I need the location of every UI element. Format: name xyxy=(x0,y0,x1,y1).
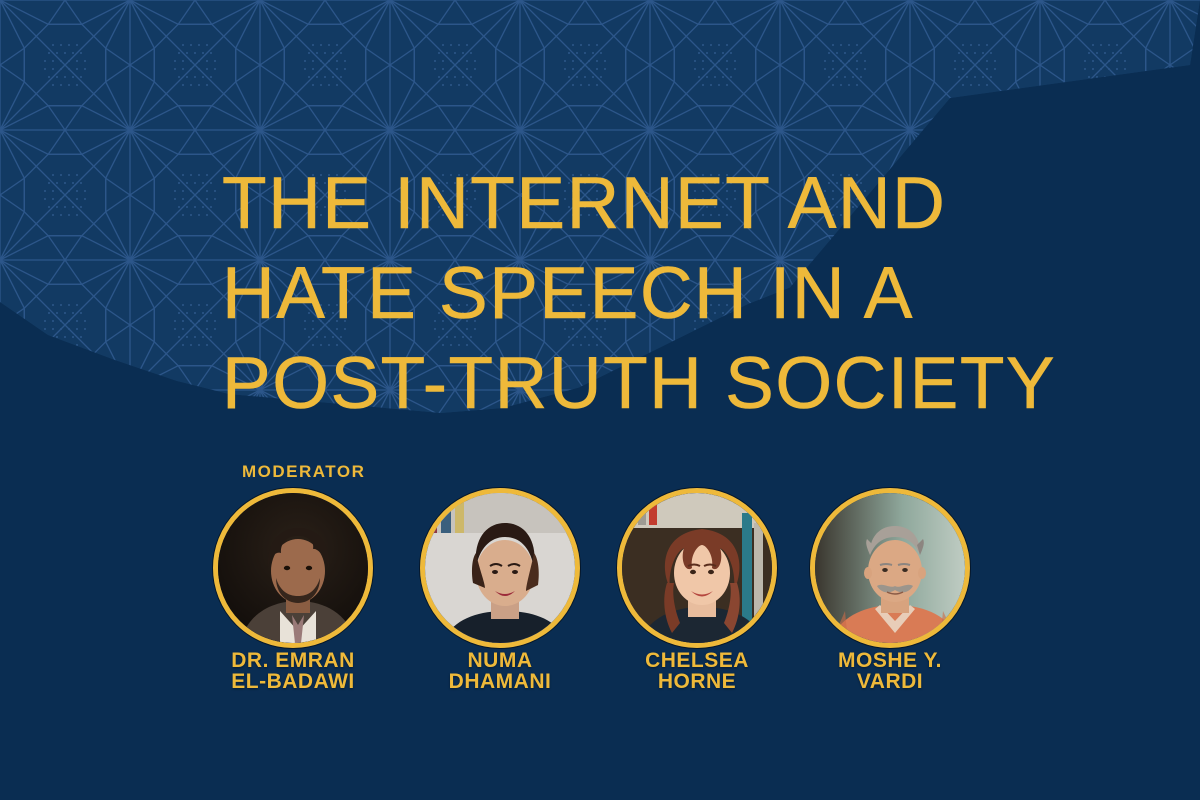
svg-text:POST-TRUTH SOCIETY: POST-TRUTH SOCIETY xyxy=(222,343,1056,424)
svg-text:THE INTERNET AND: THE INTERNET AND xyxy=(222,168,946,244)
svg-text:HATE SPEECH IN A: HATE SPEECH IN A xyxy=(222,253,914,334)
